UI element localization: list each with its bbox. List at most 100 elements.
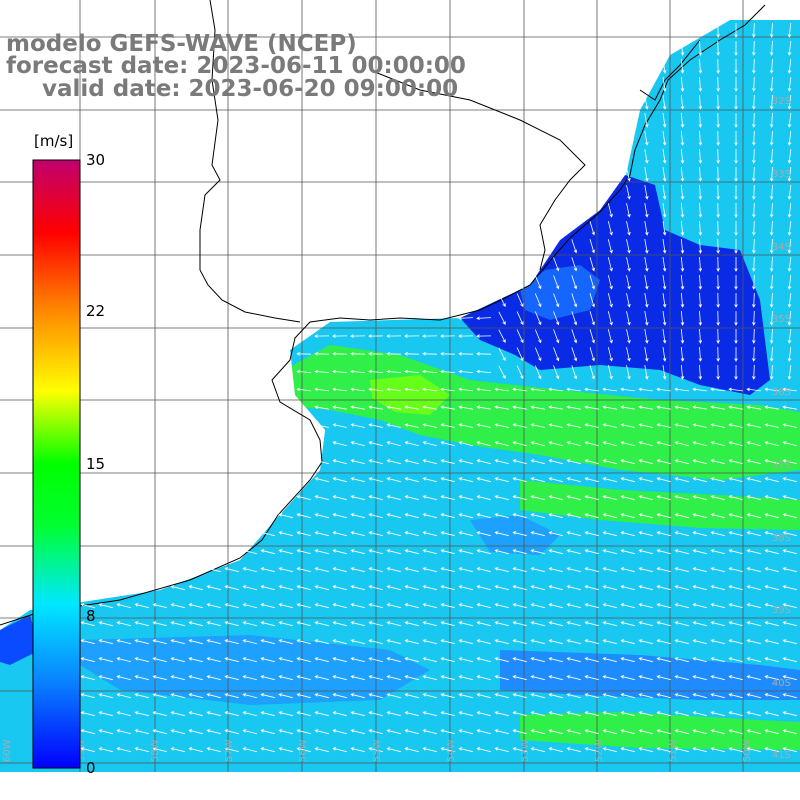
wind-arrow-606	[602, 585, 617, 591]
wind-arrow-830	[314, 693, 329, 699]
wind-arrow-500	[476, 531, 491, 537]
wind-arrow-261	[662, 365, 667, 380]
wind-arrow-296	[782, 387, 797, 392]
wind-arrow-530	[458, 549, 473, 555]
wind-arrow-80	[734, 185, 738, 200]
wind-arrow-600	[494, 585, 509, 591]
wind-arrow-745	[224, 657, 239, 663]
brazil-uruguay-border	[369, 69, 586, 271]
wind-arrow-972	[710, 747, 725, 753]
wind-arrow-26	[769, 76, 774, 92]
wind-arrow-520	[278, 549, 293, 555]
wind-arrow-324	[314, 423, 329, 428]
wind-arrow-45	[787, 112, 792, 128]
wind-arrow-356	[422, 441, 437, 447]
wind-arrow-36	[787, 94, 792, 110]
wind-arrow-921	[512, 729, 527, 735]
wind-arrow-858	[98, 711, 113, 717]
wind-arrow-523	[332, 549, 347, 555]
wind-arrow-250	[458, 369, 474, 374]
wind-arrow-246	[386, 369, 402, 374]
wind-arrow-879	[476, 711, 491, 717]
wind-arrow-380	[368, 459, 383, 465]
wind-arrow-134	[516, 275, 524, 290]
wind-arrow-485	[746, 513, 761, 519]
wind-arrow-222	[458, 352, 474, 356]
wind-arrow-421	[620, 477, 635, 483]
wind-arrow-320	[728, 405, 743, 410]
wind-arrow-332	[458, 423, 473, 428]
wind-arrow-404	[314, 477, 329, 483]
wind-arrow-108	[589, 239, 595, 254]
wind-arrow-595	[404, 585, 419, 591]
wind-arrow-147	[752, 274, 756, 290]
wind-arrow-923	[548, 729, 563, 735]
wind-arrow-823	[188, 693, 203, 699]
wind-arrow-267	[769, 364, 774, 380]
wind-arrow-459	[278, 513, 293, 519]
wind-arrow-795	[404, 675, 419, 681]
wind-arrow-362	[530, 441, 545, 447]
wind-arrow-883	[548, 711, 563, 717]
wind-arrow-868	[278, 711, 293, 717]
wind-arrow-627	[260, 603, 275, 609]
wind-arrow-585	[224, 585, 239, 591]
wind-arrow-368	[638, 441, 653, 447]
wind-arrow-150	[498, 293, 506, 307]
wind-arrow-493	[350, 531, 365, 537]
wind-arrow-353	[368, 441, 383, 447]
wind-arrow-200	[571, 329, 578, 344]
wind-arrow-771	[692, 657, 707, 663]
wind-arrow-153	[553, 293, 560, 308]
wind-arrow-912	[350, 729, 365, 735]
wind-arrow-330	[422, 423, 437, 428]
lat-label-0: 32S	[772, 96, 791, 107]
lon-label-8: 52W	[594, 739, 605, 762]
wind-arrow-674	[386, 621, 401, 627]
ocean-green-patch-east	[520, 480, 800, 530]
wind-arrow-742	[170, 657, 185, 663]
wind-arrow-856	[782, 693, 797, 699]
wind-arrow-428	[746, 477, 761, 483]
wind-arrow-605	[584, 585, 599, 591]
wind-arrow-321	[746, 405, 761, 410]
wind-arrow-133	[787, 256, 792, 272]
lat-label-3: 35S	[772, 314, 791, 325]
wind-arrow-245	[368, 369, 384, 374]
wind-arrow-611	[692, 585, 707, 591]
wind-arrow-770	[674, 657, 689, 663]
wind-arrow-793	[368, 675, 383, 681]
wind-arrow-837	[440, 693, 455, 699]
wind-arrow-174	[589, 311, 595, 326]
wind-arrow-754	[386, 657, 401, 663]
wind-arrow-779	[116, 675, 131, 681]
wind-arrow-658	[98, 621, 113, 627]
lat-label-5: 37S	[772, 460, 791, 471]
wind-arrow-914	[386, 729, 401, 735]
wind-arrow-672	[350, 621, 365, 627]
wind-arrow-913	[368, 729, 383, 735]
wind-arrow-673	[368, 621, 383, 627]
wind-arrow-38	[662, 113, 667, 128]
wind-arrow-446	[566, 495, 581, 501]
wind-arrow-772	[710, 657, 725, 663]
wind-arrow-510	[656, 531, 671, 537]
wind-arrow-123	[607, 257, 613, 272]
wind-arrow-32	[716, 94, 720, 110]
wind-arrow-315	[638, 405, 653, 410]
wind-arrow-266	[752, 364, 756, 380]
wind-arrow-559	[386, 567, 401, 573]
wind-arrow-402	[764, 459, 779, 465]
wind-arrow-451	[656, 495, 671, 501]
wind-arrow-529	[440, 549, 455, 555]
wind-arrow-61	[752, 148, 756, 164]
wind-arrow-805	[584, 675, 599, 681]
wind-arrow-885	[584, 711, 599, 717]
wind-arrow-761	[512, 657, 527, 663]
wind-arrow-544	[710, 549, 725, 555]
wind-arrow-219	[404, 352, 420, 356]
wind-arrow-769	[656, 657, 671, 663]
wind-arrow-131	[752, 256, 756, 272]
wind-arrow-176	[626, 311, 631, 326]
wind-arrow-901	[152, 729, 167, 735]
